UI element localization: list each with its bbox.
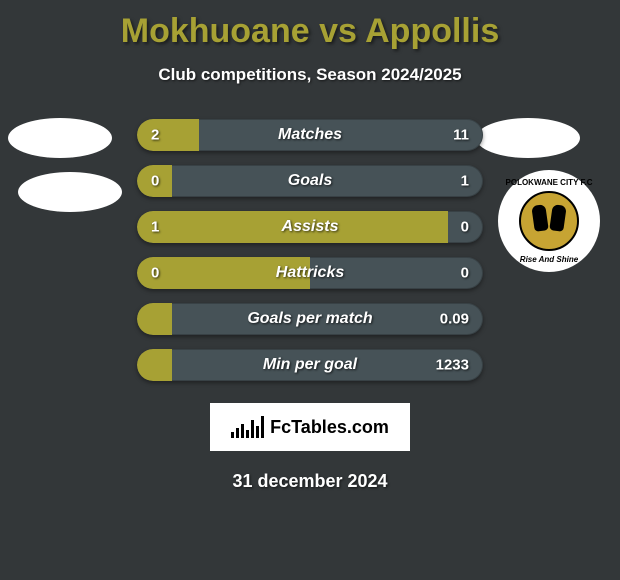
subtitle: Club competitions, Season 2024/2025 <box>0 65 620 85</box>
row-right-value: 0 <box>461 219 469 236</box>
date-label: 31 december 2024 <box>0 471 620 492</box>
brand-bar <box>236 428 239 438</box>
player2-name: Appollis <box>365 12 499 50</box>
player1-logo-placeholder-2 <box>18 172 122 212</box>
row-left-fill <box>137 303 172 335</box>
player2-logo-placeholder <box>476 118 580 158</box>
row-right-value: 0 <box>461 265 469 282</box>
player1-logo-placeholder <box>8 118 112 158</box>
row-label: Matches <box>278 126 342 144</box>
brand-bar <box>256 426 259 438</box>
row-left-value: 0 <box>151 265 159 282</box>
comparison-row: 0 Goals 1 <box>137 165 483 197</box>
page-title: Mokhuoane vs Appollis <box>0 0 620 51</box>
badge-bottom-text: Rise And Shine <box>520 255 578 264</box>
comparison-row: 2 Matches 11 <box>137 119 483 151</box>
row-left-value: 0 <box>151 173 159 190</box>
row-left-fill <box>137 119 199 151</box>
vs-word: vs <box>319 12 357 50</box>
player1-name: Mokhuoane <box>121 12 310 50</box>
row-label: Assists <box>282 218 339 236</box>
brand-bar <box>246 430 249 438</box>
row-label: Min per goal <box>263 356 357 374</box>
player2-club-badge: POLOKWANE CITY F.C Rise And Shine <box>498 170 600 272</box>
badge-top-text: POLOKWANE CITY F.C <box>506 178 593 187</box>
row-left-value: 2 <box>151 127 159 144</box>
row-right-value: 11 <box>453 127 469 144</box>
brand-bar <box>261 416 264 438</box>
comparison-row: Goals per match 0.09 <box>137 303 483 335</box>
row-right-value: 1 <box>461 173 469 190</box>
comparison-row: Min per goal 1233 <box>137 349 483 381</box>
brand-bar <box>241 424 244 438</box>
fctables-text: FcTables.com <box>270 417 389 438</box>
row-right-value: 1233 <box>436 357 469 374</box>
row-left-value: 1 <box>151 219 159 236</box>
row-label: Goals <box>288 172 332 190</box>
row-label: Goals per match <box>247 310 372 328</box>
badge-inner <box>519 191 579 251</box>
brand-bar <box>231 432 234 438</box>
row-right-value: 0.09 <box>440 311 469 328</box>
fctables-bars-icon <box>231 416 264 438</box>
fctables-branding: FcTables.com <box>210 403 410 451</box>
comparison-row: 0 Hattricks 0 <box>137 257 483 289</box>
row-left-fill <box>137 349 172 381</box>
comparison-row: 1 Assists 0 <box>137 211 483 243</box>
brand-bar <box>251 420 254 438</box>
row-label: Hattricks <box>276 264 344 282</box>
